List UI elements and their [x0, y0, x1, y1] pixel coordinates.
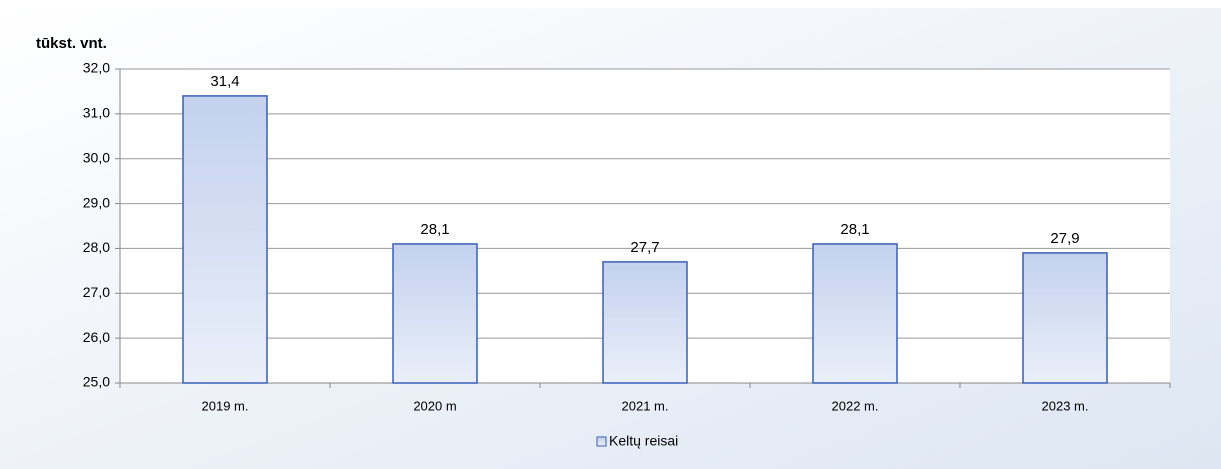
y-tick-label: 32,0: [83, 60, 110, 76]
y-tick-label: 28,0: [83, 239, 110, 255]
y-tick-label: 25,0: [83, 374, 110, 390]
x-tick-label: 2022 m.: [832, 398, 879, 413]
x-tick-label: 2020 m: [413, 398, 456, 413]
data-label: 28,1: [840, 221, 869, 238]
bar: [602, 261, 688, 384]
data-label: 31,4: [210, 73, 239, 90]
y-axis-label: tūkst. vnt.: [36, 35, 107, 52]
bar: [812, 243, 898, 384]
data-label: 27,7: [630, 239, 659, 256]
legend-swatch: [596, 436, 607, 447]
data-label: 28,1: [420, 221, 449, 238]
x-tick-label: 2023 m.: [1042, 398, 1089, 413]
y-tick-label: 29,0: [83, 194, 110, 210]
legend-label: Keltų reisai: [609, 433, 678, 449]
data-label: 27,9: [1050, 230, 1079, 247]
bar: [1022, 252, 1108, 384]
bar: [182, 95, 268, 384]
y-tick-label: 31,0: [83, 105, 110, 121]
y-tick-label: 27,0: [83, 284, 110, 300]
bar: [392, 243, 478, 384]
y-tick-label: 30,0: [83, 149, 110, 165]
x-tick-label: 2019 m.: [202, 398, 249, 413]
x-tick-label: 2021 m.: [622, 398, 669, 413]
y-tick-label: 26,0: [83, 329, 110, 345]
